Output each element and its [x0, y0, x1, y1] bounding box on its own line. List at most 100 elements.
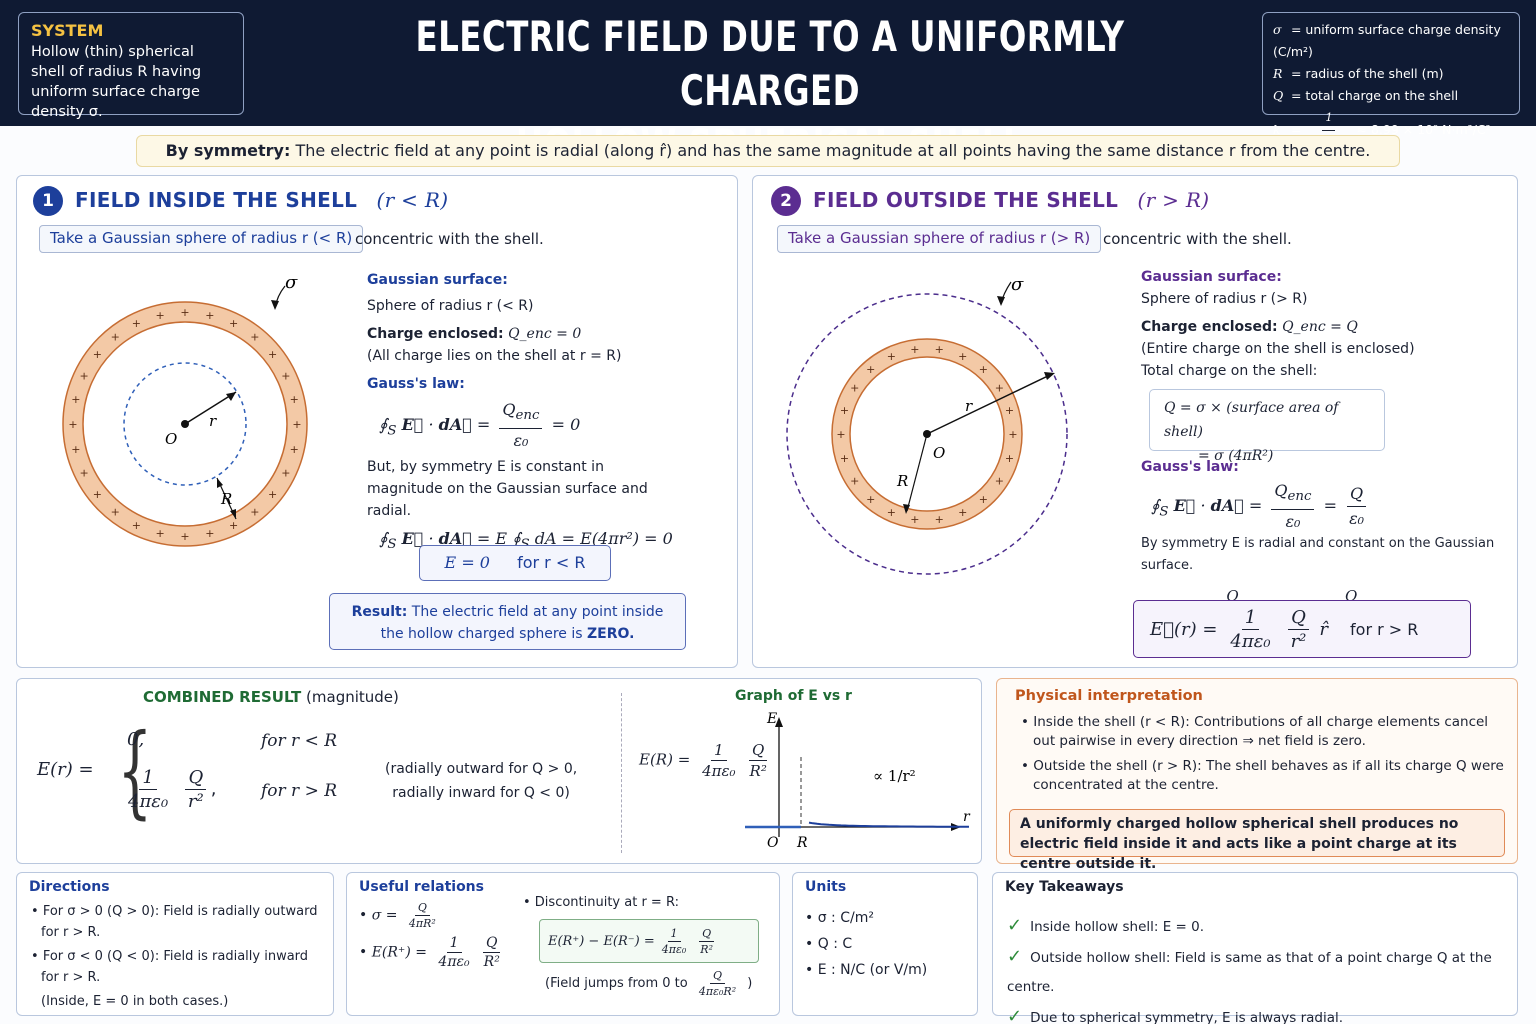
plus-charge: + [850, 382, 859, 395]
piecewise-brace: { [117, 712, 153, 829]
R-tick-label: R [796, 835, 808, 851]
ce-val: Q_enc = 0 [508, 326, 582, 342]
plus-charge: + [292, 418, 301, 431]
plus-charge: + [910, 513, 919, 526]
field-graph: E r O R ∝ 1/r² [745, 711, 971, 851]
plus-charge: + [205, 309, 214, 322]
symbol-legend: σ = uniform surface charge density (C/m²… [1262, 12, 1520, 149]
plus-charge: + [887, 506, 896, 519]
panel-number-badge: 2 [771, 186, 801, 216]
plus-charge: + [910, 343, 919, 356]
units-list: • σ : C/m² • Q : C • E : N/C (or V/m) [805, 905, 927, 983]
physical-title: Physical interpretation [1015, 688, 1203, 704]
plus-charge: + [68, 418, 77, 431]
system-text: Hollow (thin) spherical shell of radius … [31, 44, 202, 120]
plus-charge: + [850, 475, 859, 488]
plus-charge: + [268, 488, 277, 501]
inside-derivation: Gaussian surface: Sphere of radius r (< … [367, 269, 727, 556]
plus-charge: + [281, 369, 290, 382]
x-axis-label: r [963, 809, 971, 825]
plus-charge: + [132, 317, 141, 330]
title-line-1: ELECTRIC FIELD DUE TO A UNIFORMLY CHARGE… [415, 12, 1125, 115]
ce-note: (All charge lies on the shell at r = R) [367, 348, 622, 364]
combined-panel: COMBINED RESULT (magnitude) E(r) = { 0, … [16, 678, 982, 864]
directions-panel: Directions • For σ > 0 (Q > 0): Field is… [16, 872, 334, 1016]
header-banner: SYSTEM Hollow (thin) spherical shell of … [0, 0, 1536, 169]
list-item: • Q : C [805, 936, 853, 952]
radius-label: r [209, 412, 217, 430]
plus-charge: + [250, 506, 259, 519]
list-item: • σ : C/m² [805, 910, 874, 926]
plus-charge: + [1008, 428, 1017, 441]
divider [621, 693, 622, 853]
plus-charge: + [111, 330, 120, 343]
sigma-label: σ [285, 272, 298, 293]
plus-charge: + [281, 467, 290, 480]
inside-panel: 1 FIELD INSIDE THE SHELL (r < R) Take a … [16, 175, 738, 668]
plus-charge: + [866, 363, 875, 376]
plus-charge: + [79, 467, 88, 480]
plus-charge: + [1005, 404, 1014, 417]
plus-charge: + [229, 519, 238, 532]
plus-charge: + [935, 513, 944, 526]
graph-equation: E(R) = 1 4πε₀ Q R² [639, 741, 768, 780]
panel-number-badge: 1 [33, 186, 63, 216]
gl-head: Gauss's law: [1141, 459, 1239, 475]
sym-note: But, by symmetry E is constant in magnit… [367, 459, 648, 520]
ce-note: (Entire charge on the shell is enclosed) [1141, 341, 1415, 357]
discontinuity-head: • Discontinuity at r = R: [523, 895, 679, 910]
gaussian-tag: Take a Gaussian sphere of radius r (< R) [39, 225, 364, 253]
shell-radius-label: R [220, 490, 232, 508]
inside-result-equation: E = 0 for r < R [419, 545, 611, 581]
ce-head: Charge enclosed: [367, 326, 504, 342]
plus-charge: + [979, 493, 988, 506]
outside-title: FIELD OUTSIDE THE SHELL (r > R) [813, 188, 1210, 212]
physical-highlight: A uniformly charged hollow spherical she… [1009, 809, 1505, 872]
total-charge-box: Q = σ × (surface area of shell) = σ (4πR… [1149, 389, 1385, 464]
takeaways-title: Key Takeaways [1005, 879, 1124, 895]
outside-condition: (r > R) [1137, 188, 1210, 212]
list-item: ✓ Due to spherical symmetry, E is always … [1007, 1002, 1513, 1024]
flux-eq: ∮S E⃗ · dA⃗ = E ∮S dA = E(4πr²) = 0 [379, 529, 673, 553]
outside-panel: 2 FIELD OUTSIDE THE SHELL (r > R) Take a… [752, 175, 1518, 668]
gaussian-tag-suffix: concentric with the shell. [355, 230, 544, 248]
gs-text: Sphere of radius r (> R) [1141, 291, 1308, 307]
plus-charge: + [290, 393, 299, 406]
gl-head: Gauss's law: [367, 376, 465, 392]
symmetry-note: By symmetry: The electric field at any p… [136, 135, 1400, 167]
plus-charge: + [155, 309, 164, 322]
radius-label: r [965, 397, 973, 415]
gs-head: Gaussian surface: [367, 272, 508, 288]
plus-charge: + [979, 363, 988, 376]
plus-charge: + [995, 382, 1004, 395]
list-item: • Outside the shell (r > R): The shell b… [1021, 758, 1504, 793]
system-label: SYSTEM [31, 21, 104, 40]
relation-field: • E(R⁺) = 1 4πε₀ Q R² [359, 935, 501, 970]
plus-charge: + [836, 428, 845, 441]
relations-panel: Useful relations • σ = Q 4πR² • E(R⁺) = 1… [346, 872, 780, 1016]
gauss-law-eq: ∮S E⃗ · dA⃗ = Qenc ε₀ = 0 [379, 400, 581, 451]
gaussian-tag-suffix: concentric with the shell. [1103, 230, 1292, 248]
plus-charge: + [71, 443, 80, 456]
plus-charge: + [840, 452, 849, 465]
plus-charge: + [180, 530, 189, 543]
plus-charge: + [290, 443, 299, 456]
y-axis-label: E [766, 711, 777, 727]
plus-charge: + [250, 330, 259, 343]
plus-charge: + [132, 519, 141, 532]
graph-title: Graph of E vs r [735, 688, 852, 704]
gaussian-tag: Take a Gaussian sphere of radius r (> R) [777, 225, 1102, 253]
check-icon: ✓ [1007, 946, 1023, 967]
case-1-value: 0, [127, 729, 145, 750]
takeaways-panel: Key Takeaways ✓ Inside hollow shell: E = … [992, 872, 1518, 1024]
tc-head: Total charge on the shell: [1141, 363, 1318, 379]
check-icon: ✓ [1007, 1006, 1023, 1024]
plus-charge: + [887, 350, 896, 363]
proportional-label: ∝ 1/r² [873, 767, 916, 785]
combined-title: COMBINED RESULT (magnitude) [143, 688, 399, 706]
outside-shell-diagram: +++++++++++++++++ +++++ r R O σ [786, 274, 1068, 575]
jump-note: (Field jumps from 0 to Q 4πε₀R² ) [545, 969, 753, 998]
ce-val: Q_enc = Q [1282, 319, 1358, 335]
directions-list: • For σ > 0 (Q > 0): Field is radially o… [29, 901, 329, 1012]
symmetry-text: The electric field at any point is radia… [295, 141, 1371, 160]
